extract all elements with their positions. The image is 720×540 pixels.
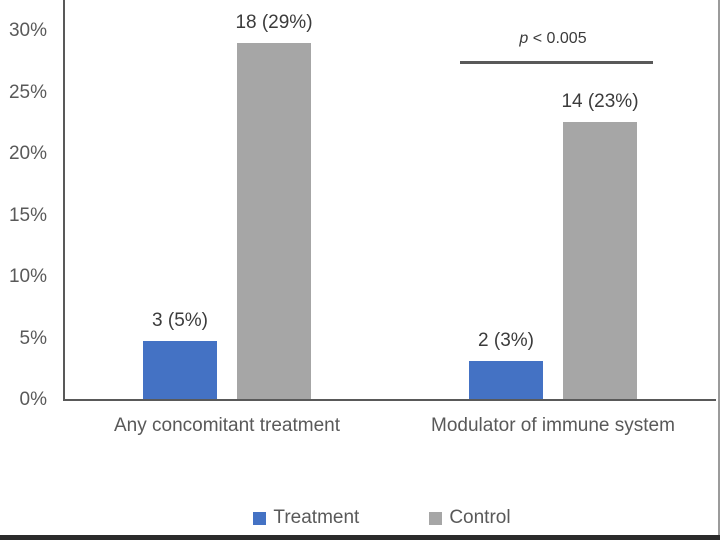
bar-data-label-control-0: 18 (29%) [235, 12, 313, 34]
x-axis-line [63, 399, 716, 401]
p-value-text: p < 0.005 [453, 30, 653, 48]
category-label-0: Any concomitant treatment [114, 415, 340, 436]
legend: Treatment Control [22, 507, 720, 529]
y-tick-10%: 10% [8, 266, 47, 287]
legend-item-control: Control [429, 507, 511, 529]
bar-control-0 [237, 43, 311, 400]
p-italic: p [519, 30, 529, 47]
bar-data-label-treatment-1: 2 (3%) [478, 329, 534, 351]
bar-data-label-treatment-0: 3 (5%) [152, 309, 208, 331]
y-tick-15%: 15% [8, 204, 47, 226]
legend-label: Treatment [273, 507, 360, 528]
y-axis-line [63, 0, 65, 401]
legend-swatch-icon [429, 511, 443, 525]
bar-treatment-0 [143, 340, 217, 400]
p-value: < 0.005 [528, 30, 587, 47]
y-tick-30%: 30% [8, 20, 47, 41]
significance-line [460, 61, 653, 64]
right-border-line [718, 0, 720, 540]
bar-control-1 [563, 122, 637, 400]
legend-label: Control [449, 507, 511, 528]
y-tick-0%: 0% [19, 389, 47, 410]
legend-item-treatment: Treatment [253, 507, 359, 529]
y-tick-25%: 25% [8, 81, 47, 103]
category-label-1: Modulator of immune system [431, 415, 675, 436]
bar-data-label-control-1: 14 (23%) [561, 91, 639, 113]
legend-swatch-icon [253, 511, 267, 525]
y-tick-20%: 20% [8, 143, 47, 164]
y-tick-5%: 5% [19, 327, 47, 349]
bottom-border-bar [0, 535, 720, 540]
bar-treatment-1 [469, 360, 543, 400]
